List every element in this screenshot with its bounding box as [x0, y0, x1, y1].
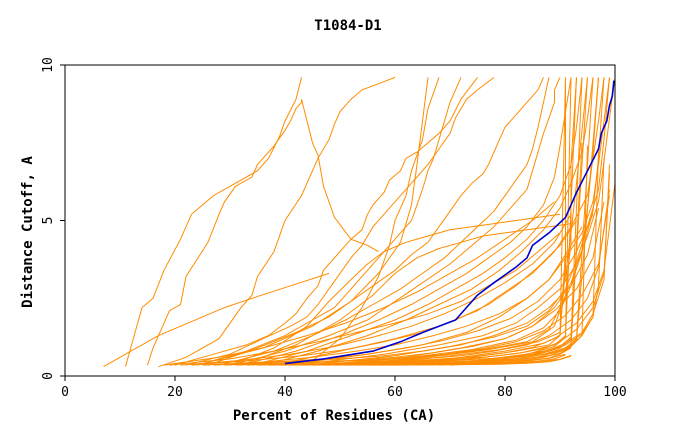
x-tick-label: 60 [387, 385, 403, 400]
model-series-line-13 [262, 77, 594, 366]
model-series-line-21 [350, 77, 577, 366]
model-series-line-53 [196, 77, 429, 366]
model-series-line-39 [246, 195, 610, 366]
x-tick-label: 0 [61, 385, 69, 400]
model-series-line-8 [207, 77, 544, 366]
model-series-line-46 [323, 145, 588, 366]
x-tick-label: 100 [603, 385, 626, 400]
x-tick-label: 80 [497, 385, 513, 400]
y-axis-label: Distance Cutoff, A [20, 156, 36, 308]
model-series-line-2 [125, 77, 302, 367]
model-series-line-19 [328, 77, 599, 366]
model-series-line-54 [229, 213, 561, 366]
model-series-line-11 [240, 77, 572, 366]
y-tick-label: 0 [41, 372, 56, 380]
highlight-layer [284, 80, 615, 365]
model-series-line-42 [279, 173, 610, 366]
y-axis-ticks: 0 5 10 [41, 57, 65, 380]
x-tick-label: 40 [277, 385, 293, 400]
model-series-line-52 [389, 355, 572, 366]
model-series-line-31 [169, 232, 561, 366]
series-layer [103, 76, 616, 368]
model-series-line-56 [306, 77, 440, 366]
model-series-line-3 [147, 99, 379, 366]
model-series-line-5 [174, 77, 478, 366]
model-series-line-9 [218, 77, 550, 366]
highlight-series-line [284, 80, 615, 365]
x-axis-ticks: 0 20 40 60 80 100 [61, 376, 627, 400]
model-series-line-10 [229, 77, 561, 366]
model-series-line-55 [240, 223, 572, 366]
model-series-line-1 [103, 272, 330, 368]
model-series-line-4 [158, 76, 396, 368]
y-tick-label: 10 [41, 57, 56, 73]
model-series-line-37 [224, 207, 599, 366]
model-series-line-41 [268, 183, 616, 366]
x-tick-label: 20 [167, 385, 183, 400]
x-axis-label: Percent of Residues (CA) [233, 408, 435, 424]
model-series-line-6 [185, 77, 495, 366]
model-series-line-14 [273, 77, 605, 366]
model-series-line-22 [361, 77, 566, 366]
model-series-line-7 [196, 77, 462, 366]
y-tick-label: 5 [41, 217, 56, 225]
model-series-line-35 [202, 226, 583, 366]
model-series-line-40 [257, 189, 610, 366]
model-series-line-33 [180, 214, 572, 366]
model-series-line-26 [405, 77, 577, 366]
model-series-line-44 [301, 158, 605, 366]
model-series-line-47 [334, 142, 583, 366]
chart-title: T1084-D1 [314, 18, 381, 34]
